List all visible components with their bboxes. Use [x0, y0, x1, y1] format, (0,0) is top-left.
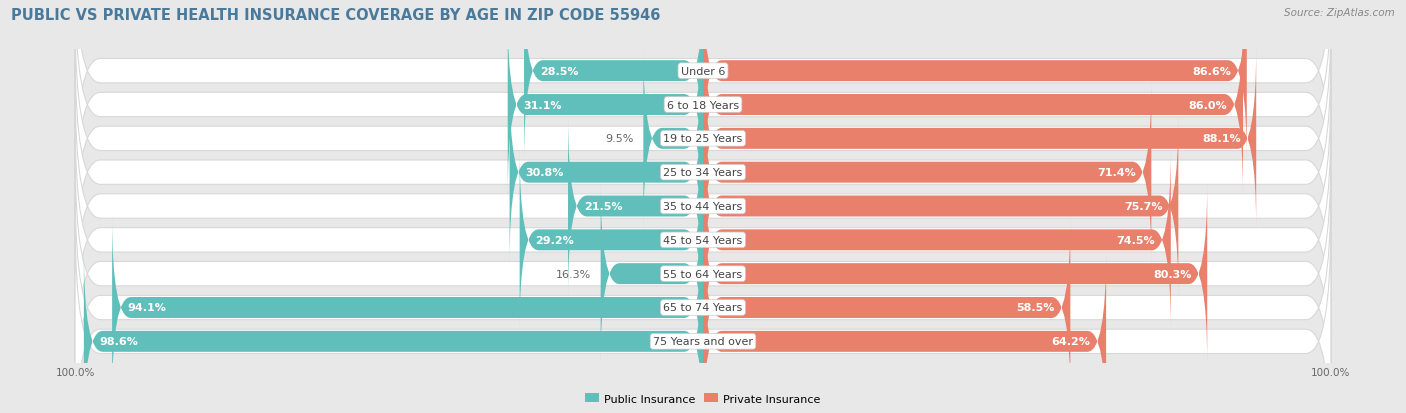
Text: 6 to 18 Years: 6 to 18 Years: [666, 100, 740, 110]
FancyBboxPatch shape: [600, 183, 703, 365]
FancyBboxPatch shape: [703, 183, 1208, 365]
FancyBboxPatch shape: [75, 218, 1331, 413]
FancyBboxPatch shape: [703, 14, 1243, 196]
Text: 58.5%: 58.5%: [1017, 303, 1054, 313]
Text: 98.6%: 98.6%: [100, 337, 138, 347]
FancyBboxPatch shape: [112, 217, 703, 399]
Text: Under 6: Under 6: [681, 66, 725, 76]
Text: 19 to 25 Years: 19 to 25 Years: [664, 134, 742, 144]
FancyBboxPatch shape: [703, 217, 1070, 399]
Legend: Public Insurance, Private Insurance: Public Insurance, Private Insurance: [581, 389, 825, 408]
Text: 94.1%: 94.1%: [128, 303, 167, 313]
FancyBboxPatch shape: [524, 0, 703, 162]
Text: 75 Years and over: 75 Years and over: [652, 337, 754, 347]
Text: 65 to 74 Years: 65 to 74 Years: [664, 303, 742, 313]
FancyBboxPatch shape: [568, 116, 703, 297]
Text: 28.5%: 28.5%: [540, 66, 578, 76]
Text: 86.6%: 86.6%: [1192, 66, 1232, 76]
Text: 45 to 54 Years: 45 to 54 Years: [664, 235, 742, 245]
Text: 30.8%: 30.8%: [526, 168, 564, 178]
Text: Source: ZipAtlas.com: Source: ZipAtlas.com: [1284, 8, 1395, 18]
FancyBboxPatch shape: [703, 251, 1107, 413]
FancyBboxPatch shape: [75, 0, 1331, 228]
Text: 31.1%: 31.1%: [523, 100, 562, 110]
FancyBboxPatch shape: [703, 82, 1152, 263]
FancyBboxPatch shape: [75, 185, 1331, 413]
FancyBboxPatch shape: [703, 116, 1178, 297]
Text: 29.2%: 29.2%: [536, 235, 574, 245]
Text: 25 to 34 Years: 25 to 34 Years: [664, 168, 742, 178]
Text: 80.3%: 80.3%: [1153, 269, 1191, 279]
FancyBboxPatch shape: [703, 48, 1256, 230]
FancyBboxPatch shape: [508, 14, 703, 196]
Text: PUBLIC VS PRIVATE HEALTH INSURANCE COVERAGE BY AGE IN ZIP CODE 55946: PUBLIC VS PRIVATE HEALTH INSURANCE COVER…: [11, 8, 661, 23]
Text: 71.4%: 71.4%: [1097, 168, 1136, 178]
Text: 21.5%: 21.5%: [583, 202, 623, 211]
Text: 86.0%: 86.0%: [1188, 100, 1227, 110]
FancyBboxPatch shape: [75, 50, 1331, 296]
FancyBboxPatch shape: [520, 150, 703, 331]
FancyBboxPatch shape: [644, 48, 703, 230]
Text: 9.5%: 9.5%: [606, 134, 634, 144]
Text: 35 to 44 Years: 35 to 44 Years: [664, 202, 742, 211]
FancyBboxPatch shape: [75, 117, 1331, 363]
Text: 16.3%: 16.3%: [555, 269, 592, 279]
FancyBboxPatch shape: [703, 0, 1247, 162]
FancyBboxPatch shape: [509, 82, 703, 263]
Text: 74.5%: 74.5%: [1116, 235, 1156, 245]
Text: 55 to 64 Years: 55 to 64 Years: [664, 269, 742, 279]
FancyBboxPatch shape: [84, 251, 703, 413]
Text: 64.2%: 64.2%: [1052, 337, 1091, 347]
FancyBboxPatch shape: [75, 84, 1331, 329]
FancyBboxPatch shape: [75, 16, 1331, 262]
FancyBboxPatch shape: [75, 151, 1331, 397]
FancyBboxPatch shape: [75, 0, 1331, 195]
Text: 88.1%: 88.1%: [1202, 134, 1240, 144]
FancyBboxPatch shape: [703, 150, 1171, 331]
Text: 75.7%: 75.7%: [1125, 202, 1163, 211]
